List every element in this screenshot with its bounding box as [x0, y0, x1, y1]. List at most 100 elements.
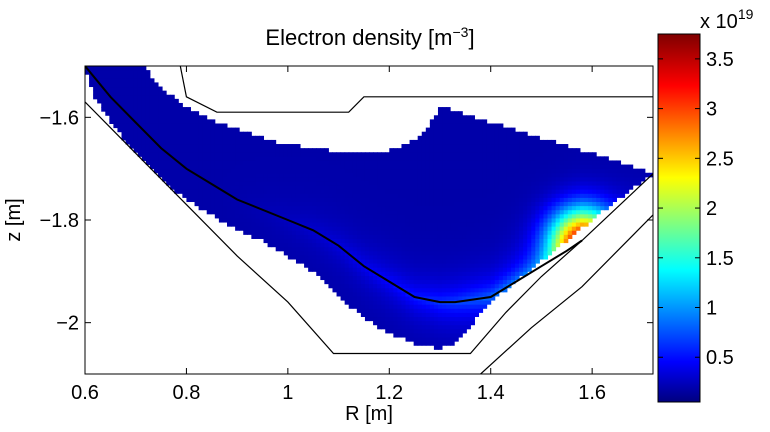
density-cell [502, 238, 508, 244]
density-cell [543, 238, 549, 244]
density-cell [433, 152, 439, 157]
density-cell [466, 152, 471, 157]
density-cell [506, 193, 512, 198]
density-cell [604, 172, 609, 178]
density-cell [401, 250, 407, 256]
density-cell [551, 226, 557, 231]
density-cell [320, 271, 325, 276]
density-cell [373, 316, 378, 322]
density-cell [251, 168, 256, 174]
density-cell [194, 123, 200, 129]
density-cell [458, 180, 463, 186]
density-cell [466, 135, 471, 141]
colorbar-multiplier: x 1019 [700, 6, 754, 33]
density-cell [413, 201, 419, 207]
density-cell [523, 176, 528, 182]
density-cell [332, 189, 338, 194]
density-cell [149, 148, 155, 153]
density-cell [429, 295, 435, 301]
density-cell [113, 111, 118, 116]
density-cell [340, 176, 346, 182]
density-cell [397, 230, 402, 235]
density-cell [397, 172, 402, 178]
density-cell [446, 131, 451, 137]
density-cell [340, 160, 346, 166]
density-cell [413, 176, 419, 182]
density-cell [466, 324, 471, 330]
density-cell [356, 250, 362, 256]
density-cell [490, 185, 496, 190]
density-cell [137, 86, 143, 92]
density-cell [466, 131, 471, 137]
density-cell [417, 279, 423, 285]
density-cell [356, 304, 362, 309]
density-cell [190, 185, 196, 190]
density-cell [385, 295, 390, 301]
density-cell [162, 127, 167, 133]
density-cell [348, 246, 354, 252]
density-cell [478, 304, 484, 309]
density-cell [393, 267, 398, 272]
density-cell [328, 156, 333, 161]
density-cell [206, 168, 212, 174]
density-cell [437, 259, 443, 264]
density-cell [458, 185, 463, 190]
density-cell [559, 209, 565, 215]
density-cell [198, 180, 204, 186]
density-cell [458, 123, 463, 129]
density-cell [267, 230, 273, 235]
density-cell [324, 164, 329, 170]
density-cell [482, 139, 488, 145]
density-cell [251, 209, 256, 215]
density-cell [462, 180, 467, 186]
density-cell [287, 230, 293, 235]
density-cell [466, 246, 471, 252]
density-cell [515, 144, 520, 149]
density-cell [202, 115, 208, 120]
density-cell [109, 74, 114, 79]
density-cell [300, 217, 305, 223]
density-cell [239, 131, 244, 137]
density-cell [397, 160, 402, 166]
density-cell [393, 320, 398, 326]
density-cell [446, 213, 451, 219]
density-cell [235, 156, 240, 161]
density-cell [498, 148, 504, 153]
density-cell [478, 308, 484, 313]
density-cell [360, 197, 366, 203]
density-cell [344, 242, 350, 248]
density-cell [559, 234, 565, 239]
density-cell [490, 226, 496, 231]
density-cell [271, 201, 277, 207]
density-cell [620, 164, 626, 170]
density-cell [470, 287, 475, 293]
density-cell [214, 144, 220, 149]
density-cell [170, 148, 175, 153]
density-cell [105, 82, 110, 88]
density-cell [227, 180, 232, 186]
density-cell [295, 172, 301, 178]
density-cell [519, 180, 524, 186]
density-cell [263, 213, 269, 219]
density-cell [429, 139, 435, 145]
density-cell [356, 201, 362, 207]
density-cell [247, 226, 252, 231]
density-cell [243, 230, 248, 235]
density-cell [283, 246, 289, 252]
density-cell [433, 123, 439, 129]
density-cell [377, 295, 382, 301]
density-cell [474, 242, 480, 248]
density-cell [421, 291, 427, 297]
density-cell [145, 98, 151, 104]
density-cell [117, 127, 123, 133]
density-cell [498, 189, 504, 194]
density-cell [421, 316, 427, 322]
density-cell [287, 164, 293, 170]
wall-contour-lower-right [480, 214, 653, 374]
density-cell [547, 250, 553, 256]
density-cell [567, 197, 573, 203]
density-cell [316, 197, 321, 203]
density-cell [575, 156, 581, 161]
density-cell [381, 185, 386, 190]
density-cell [149, 82, 155, 88]
